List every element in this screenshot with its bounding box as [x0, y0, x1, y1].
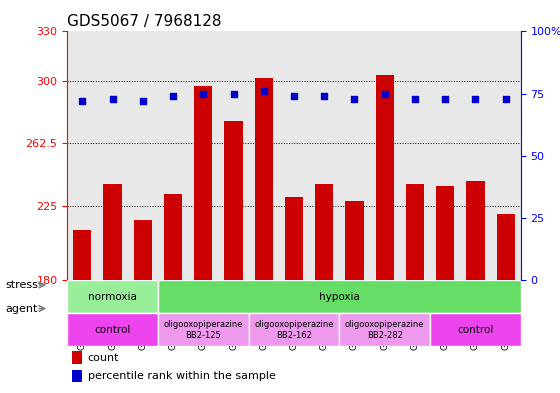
Bar — [430, 313, 521, 347]
Text: percentile rank within the sample: percentile rank within the sample — [87, 371, 276, 381]
Text: agent: agent — [6, 303, 38, 314]
Bar — [134, 220, 152, 280]
Text: oligooxopiperazine
BB2-282: oligooxopiperazine BB2-282 — [345, 320, 424, 340]
Point — [108, 95, 117, 102]
Bar — [67, 280, 158, 313]
Bar — [164, 194, 182, 280]
Bar — [315, 184, 333, 280]
Bar — [466, 181, 484, 280]
Point — [199, 90, 208, 97]
Point — [78, 98, 87, 104]
Point — [410, 95, 419, 102]
Bar — [158, 313, 249, 347]
Bar — [72, 351, 82, 364]
Point — [259, 88, 268, 94]
Bar — [346, 200, 363, 280]
Point — [169, 93, 178, 99]
Bar — [249, 313, 339, 347]
Bar — [194, 86, 212, 280]
Bar — [225, 121, 242, 280]
Point — [471, 95, 480, 102]
Bar — [436, 185, 454, 280]
Bar — [73, 230, 91, 280]
Point — [501, 95, 510, 102]
Text: control: control — [95, 325, 130, 335]
Bar — [497, 214, 515, 280]
Text: normoxia: normoxia — [88, 292, 137, 302]
Point — [290, 93, 298, 99]
Text: GDS5067 / 7968128: GDS5067 / 7968128 — [67, 14, 222, 29]
Text: stress: stress — [6, 280, 39, 290]
Text: count: count — [87, 353, 119, 363]
Point — [138, 98, 147, 104]
Text: oligooxopiperazine
BB2-125: oligooxopiperazine BB2-125 — [164, 320, 243, 340]
Bar — [255, 78, 273, 280]
Point — [320, 93, 329, 99]
Bar — [104, 184, 122, 280]
Point — [380, 90, 389, 97]
Bar — [67, 313, 158, 347]
Text: hypoxia: hypoxia — [319, 292, 360, 302]
Point — [441, 95, 450, 102]
Point — [350, 95, 359, 102]
Text: oligooxopiperazine
BB2-162: oligooxopiperazine BB2-162 — [254, 320, 334, 340]
Bar — [285, 197, 303, 280]
Bar — [376, 75, 394, 280]
Bar — [339, 313, 430, 347]
Bar — [406, 184, 424, 280]
Point — [229, 90, 238, 97]
Text: control: control — [458, 325, 493, 335]
Bar — [72, 370, 82, 382]
Bar — [158, 280, 521, 313]
